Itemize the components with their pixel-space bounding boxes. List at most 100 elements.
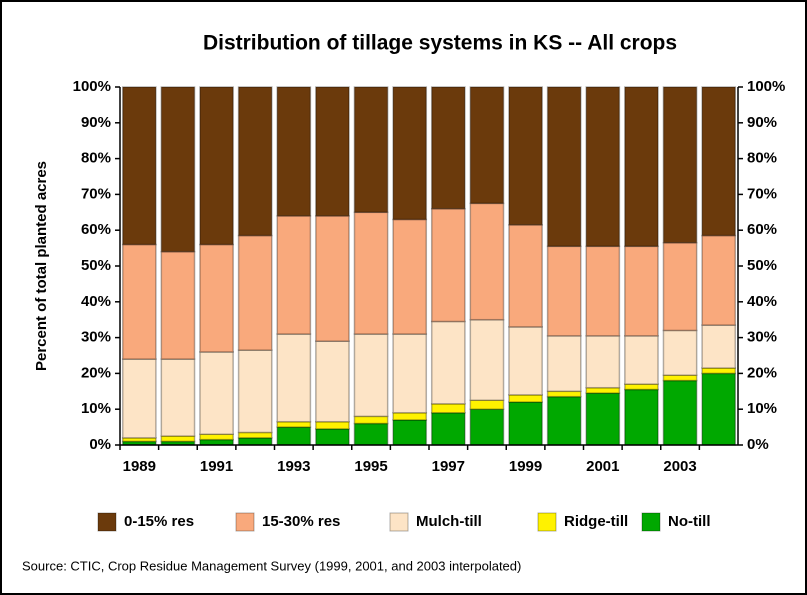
bar-segment	[469, 318, 505, 402]
bar-segment	[392, 419, 428, 446]
y-tick-label: 0%	[89, 436, 111, 453]
bar-segment	[585, 392, 621, 446]
bar-segment	[392, 412, 428, 421]
x-tick-label: 2003	[663, 458, 696, 475]
bar-segment	[160, 435, 196, 443]
y-tick-label: 20%	[81, 364, 111, 381]
bar-segment	[199, 433, 234, 441]
bar-segment	[237, 349, 273, 434]
bar-segment	[276, 86, 312, 217]
bar-segment	[199, 86, 234, 246]
bar-segment	[585, 86, 621, 248]
bar-segment	[662, 374, 698, 382]
bar-segment	[662, 379, 698, 446]
y-tick-label: 50%	[81, 257, 111, 274]
bar-segment	[276, 426, 312, 446]
legend-label: Ridge-till	[564, 513, 628, 530]
y-axis-label: Percent of total planted acres	[33, 161, 50, 371]
bar-segment	[508, 394, 543, 403]
x-tick-label: 1997	[432, 458, 465, 475]
bar-segment	[546, 335, 582, 393]
bar-segment	[508, 86, 543, 226]
y2-tick-label: 50%	[747, 257, 777, 274]
bar-segment	[199, 438, 234, 446]
bar-segment	[701, 86, 737, 237]
bar-segment	[430, 207, 466, 323]
legend-label: 15-30% res	[262, 513, 340, 530]
bar-segment	[160, 358, 196, 437]
chart-title: Distribution of tillage systems in KS --…	[203, 32, 677, 55]
bar-segment	[701, 372, 737, 446]
bar-segment	[276, 420, 312, 428]
legend-swatch	[235, 512, 255, 532]
bar-segment	[508, 224, 543, 328]
bar-segment	[392, 333, 428, 414]
legend-swatch	[537, 512, 557, 532]
legend-swatch	[641, 512, 661, 532]
bar-segment	[624, 335, 659, 385]
bar-segment	[508, 401, 543, 446]
y2-tick-label: 30%	[747, 329, 777, 346]
x-tick-label: 1999	[509, 458, 542, 475]
bar-segment	[199, 243, 234, 353]
y2-tick-label: 100%	[747, 78, 785, 95]
bar-segment	[546, 390, 582, 398]
bar-segment	[546, 395, 582, 446]
legend-swatch	[97, 512, 117, 532]
y-tick-label: 70%	[81, 185, 111, 202]
y2-tick-label: 10%	[747, 400, 777, 417]
x-tick-label: 1989	[123, 458, 156, 475]
bar-segment	[315, 340, 350, 423]
bar-segment	[276, 215, 312, 335]
legend-swatch	[389, 512, 409, 532]
bar-segment	[237, 86, 273, 237]
bar-segment	[237, 431, 273, 439]
bar-segment	[430, 412, 466, 446]
bar-segment	[237, 437, 273, 446]
bar-segment	[315, 86, 350, 217]
y-tick-label: 60%	[81, 221, 111, 238]
bar-segment	[121, 86, 157, 246]
bar-segment	[624, 383, 659, 391]
bar-segment	[701, 234, 737, 326]
bar-segment	[469, 408, 505, 446]
bar-segment	[392, 218, 428, 335]
bar-segment	[469, 202, 505, 321]
x-tick-label: 1993	[277, 458, 310, 475]
bar-segment	[624, 86, 659, 248]
bar-segment	[121, 358, 157, 439]
bar-segment	[469, 399, 505, 410]
bar-segment	[662, 86, 698, 244]
bar-segment	[585, 386, 621, 394]
bar-segment	[353, 415, 389, 425]
y2-tick-label: 90%	[747, 114, 777, 131]
y2-tick-label: 60%	[747, 221, 777, 238]
bar-segment	[160, 86, 196, 253]
bar-segment	[121, 243, 157, 360]
y2-tick-label: 70%	[747, 185, 777, 202]
bar-segment	[392, 86, 428, 221]
bar-segment	[353, 86, 389, 214]
bar-segment	[546, 245, 582, 337]
legend-label: No-till	[668, 513, 711, 530]
bar-segment	[585, 335, 621, 389]
y2-tick-label: 80%	[747, 150, 777, 167]
bar-segment	[315, 215, 350, 342]
bar-segment	[430, 403, 466, 414]
legend-label: Mulch-till	[416, 513, 482, 530]
y-tick-label: 90%	[81, 114, 111, 131]
bar-segment	[276, 333, 312, 423]
bar-segment	[353, 211, 389, 335]
bar-segment	[199, 351, 234, 436]
bar-segment	[315, 428, 350, 446]
bar-segment	[585, 245, 621, 337]
y-tick-label: 10%	[81, 400, 111, 417]
x-tick-label: 1991	[200, 458, 233, 475]
y-tick-label: 80%	[81, 150, 111, 167]
y2-tick-label: 20%	[747, 364, 777, 381]
y-tick-label: 40%	[81, 293, 111, 310]
bar-segment	[430, 320, 466, 405]
bar-segment	[315, 420, 350, 430]
y-tick-label: 30%	[81, 329, 111, 346]
